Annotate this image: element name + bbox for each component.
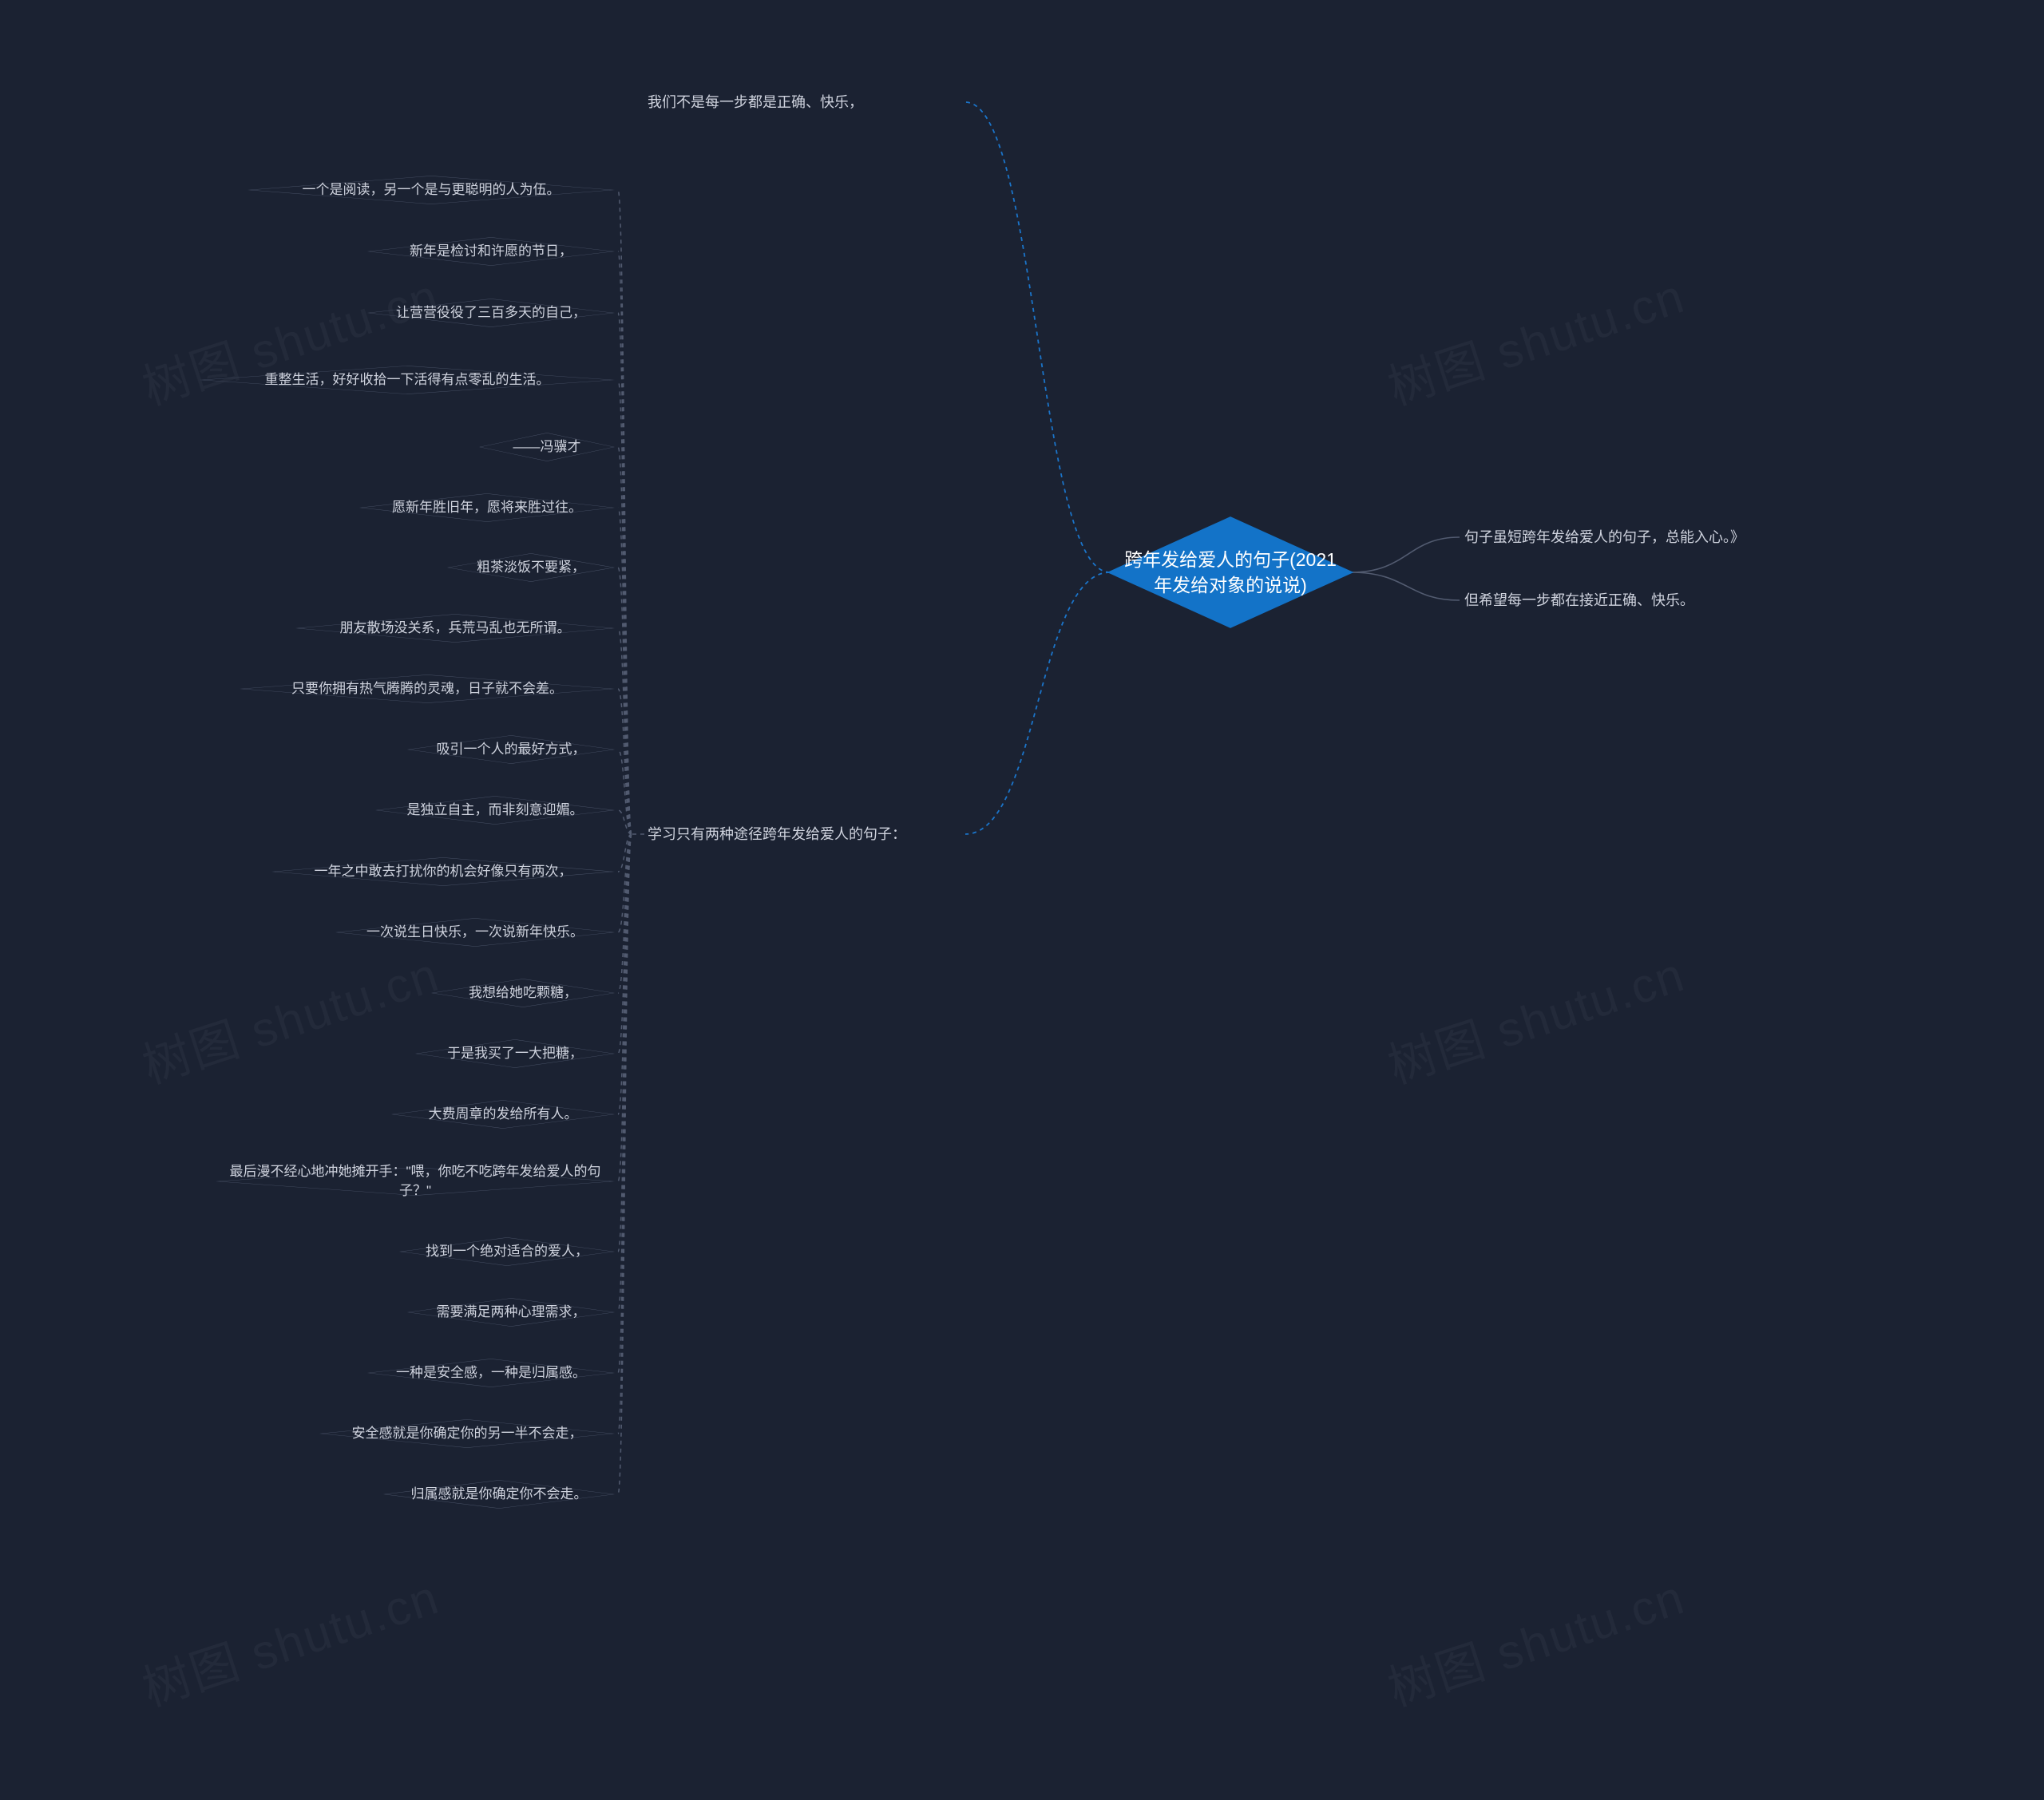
leaf-node[interactable]: 让营营役役了三百多天的自己，: [367, 293, 615, 333]
leaf-node[interactable]: 大费周章的发给所有人。: [391, 1094, 615, 1134]
leaf-label: 于是我买了一大把糖，: [415, 1034, 615, 1074]
leaf-label: 一种是安全感，一种是归属感。: [367, 1353, 615, 1393]
leaf-node[interactable]: 吸引一个人的最好方式，: [407, 730, 615, 769]
leaf-label: 吸引一个人的最好方式，: [407, 730, 615, 769]
leaf-label: 一次说生日快乐，一次说新年快乐。: [335, 912, 615, 952]
leaf-node[interactable]: 一种是安全感，一种是归属感。: [367, 1353, 615, 1393]
leaf-node[interactable]: 一次说生日快乐，一次说新年快乐。: [335, 912, 615, 952]
leaf-node[interactable]: 一年之中敢去打扰你的机会好像只有两次，: [271, 852, 615, 892]
leaf-label: 只要你拥有热气腾腾的灵魂，日子就不会差。: [240, 669, 615, 709]
leaf-node[interactable]: 朋友散场没关系，兵荒马乱也无所谓。: [295, 608, 615, 648]
leaf-label: ——冯骥才: [479, 427, 615, 467]
leaf-node[interactable]: 安全感就是你确定你的另一半不会走，: [319, 1414, 615, 1454]
left-parent-node[interactable]: 学习只有两种途径跨年发给爱人的句子：: [648, 809, 961, 859]
leaf-node[interactable]: 找到一个绝对适合的爱人，: [399, 1232, 615, 1272]
leaf-label: 粗茶淡饭不要紧，: [447, 548, 615, 587]
leaf-label: 需要满足两种心理需求，: [407, 1292, 615, 1332]
leaf-label: 一年之中敢去打扰你的机会好像只有两次，: [271, 852, 615, 892]
leaf-label: 安全感就是你确定你的另一半不会走，: [319, 1414, 615, 1454]
leaf-node[interactable]: 重整生活，好好收拾一下活得有点零乱的生活。: [200, 360, 615, 400]
leaf-node[interactable]: 新年是检讨和许愿的节日，: [367, 231, 615, 271]
leaf-label: 最后漫不经心地冲她摊开手："喂，你吃不吃跨年发给爱人的句子？": [216, 1161, 615, 1201]
leaf-label: 大费周章的发给所有人。: [391, 1094, 615, 1134]
leaf-node[interactable]: ——冯骥才: [479, 427, 615, 467]
leaf-node[interactable]: 我想给她吃颗糖，: [431, 973, 615, 1013]
top-branch-node[interactable]: 我们不是每一步都是正确、快乐，: [648, 85, 961, 119]
mindmap-canvas: 树图 shutu.cn树图 shutu.cn树图 shutu.cn树图 shut…: [0, 0, 2044, 1800]
leaf-node[interactable]: 于是我买了一大把糖，: [415, 1034, 615, 1074]
leaf-node[interactable]: 愿新年胜旧年，愿将来胜过往。: [359, 488, 615, 528]
leaf-label: 归属感就是你确定你不会走。: [383, 1474, 615, 1514]
leaf-label: 新年是检讨和许愿的节日，: [367, 231, 615, 271]
leaf-node[interactable]: 只要你拥有热气腾腾的灵魂，日子就不会差。: [240, 669, 615, 709]
root-node[interactable]: 跨年发给爱人的句子(2021年发给对象的说说): [1115, 519, 1346, 626]
canvas-background: [0, 0, 2044, 1800]
leaf-label: 让营营役役了三百多天的自己，: [367, 293, 615, 333]
root-label: 跨年发给爱人的句子(2021年发给对象的说说): [1115, 519, 1346, 626]
leaf-node[interactable]: 最后漫不经心地冲她摊开手："喂，你吃不吃跨年发给爱人的句子？": [216, 1161, 615, 1201]
leaf-label: 朋友散场没关系，兵荒马乱也无所谓。: [295, 608, 615, 648]
leaf-node[interactable]: 一个是阅读，另一个是与更聪明的人为伍。: [248, 170, 615, 210]
leaf-label: 找到一个绝对适合的爱人，: [399, 1232, 615, 1272]
right-node[interactable]: 但希望每一步都在接近正确、快乐。: [1464, 578, 1800, 623]
leaf-label: 一个是阅读，另一个是与更聪明的人为伍。: [248, 170, 615, 210]
leaf-label: 我想给她吃颗糖，: [431, 973, 615, 1013]
leaf-node[interactable]: 需要满足两种心理需求，: [407, 1292, 615, 1332]
leaf-label: 重整生活，好好收拾一下活得有点零乱的生活。: [200, 360, 615, 400]
leaf-label: 是独立自主，而非刻意迎媚。: [375, 790, 615, 830]
leaf-node[interactable]: 归属感就是你确定你不会走。: [383, 1474, 615, 1514]
leaf-node[interactable]: 粗茶淡饭不要紧，: [447, 548, 615, 587]
right-node[interactable]: 句子虽短跨年发给爱人的句子，总能入心。》: [1464, 515, 1800, 560]
leaf-node[interactable]: 是独立自主，而非刻意迎媚。: [375, 790, 615, 830]
leaf-label: 愿新年胜旧年，愿将来胜过往。: [359, 488, 615, 528]
